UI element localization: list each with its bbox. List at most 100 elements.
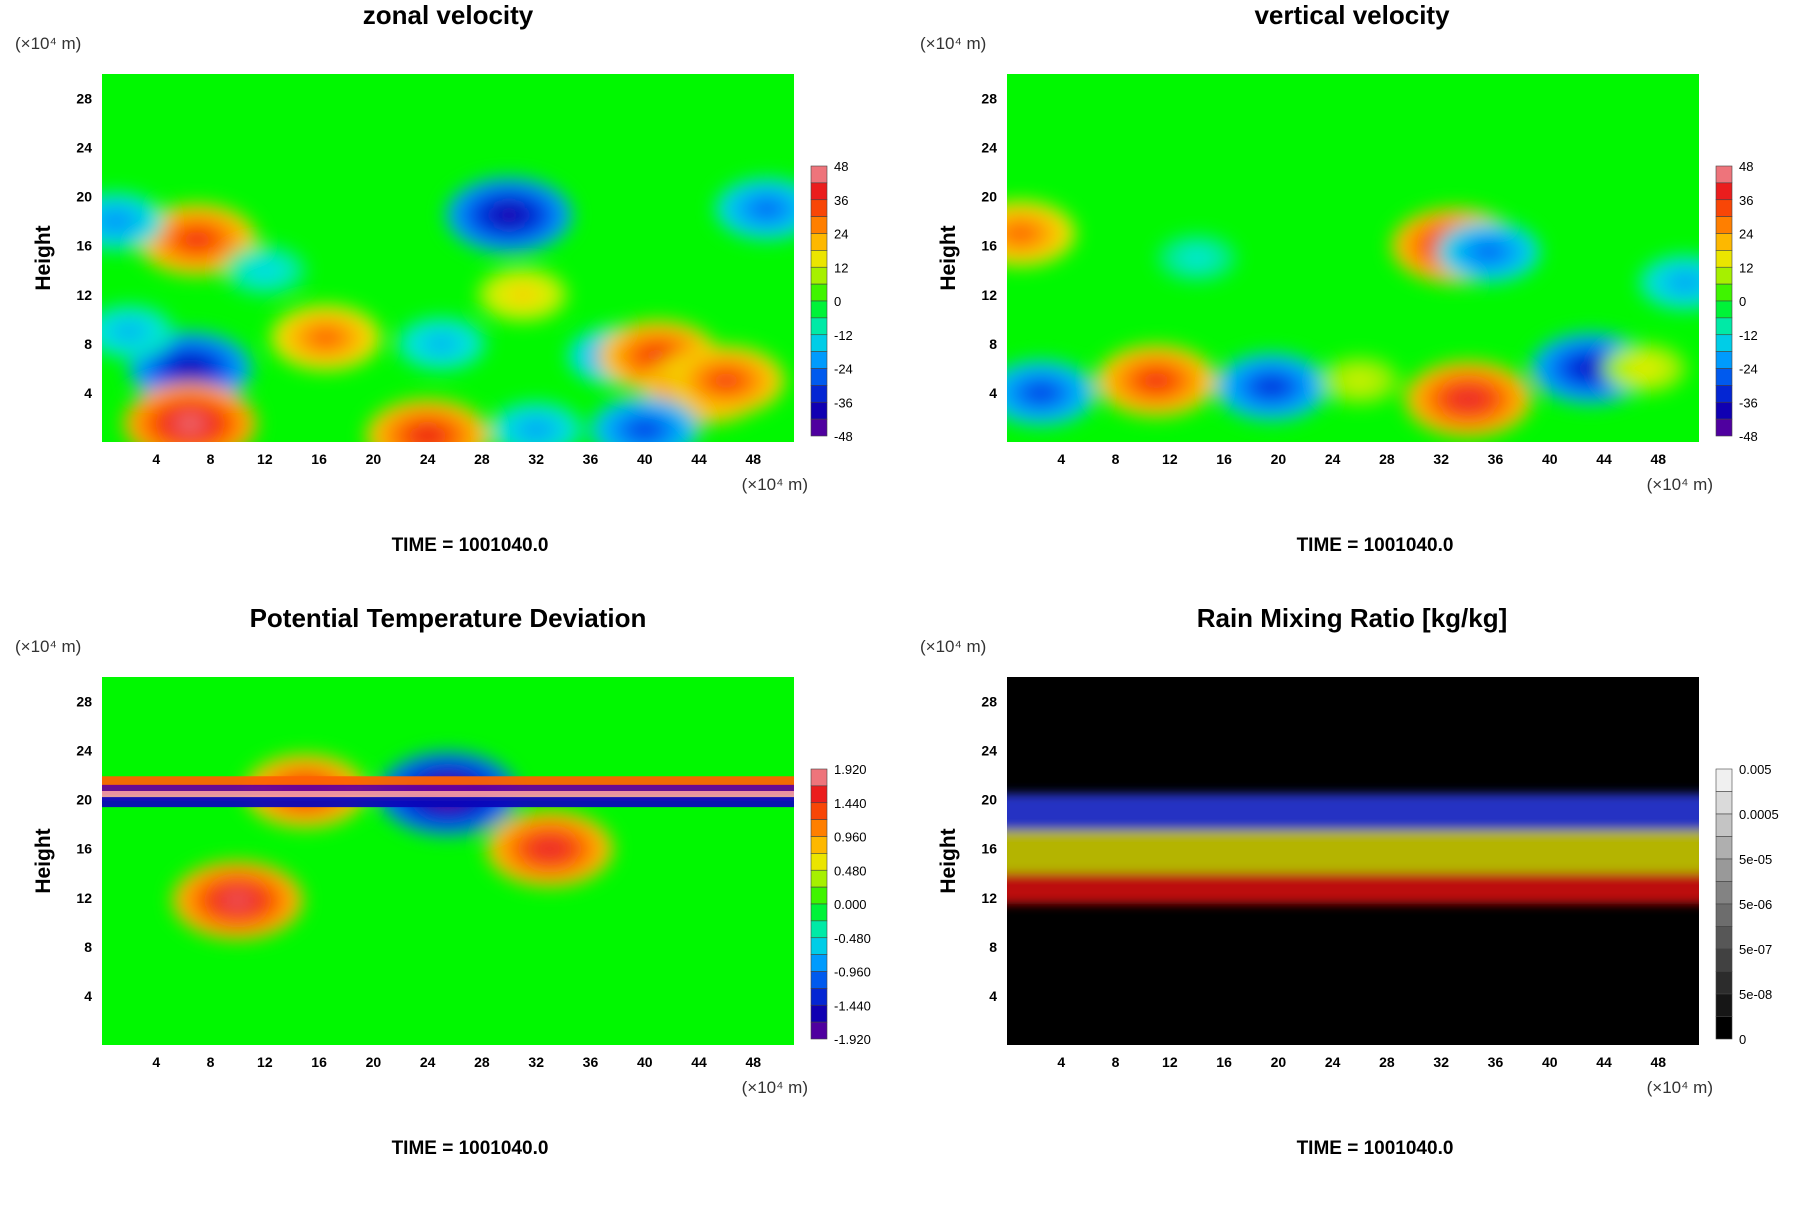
colorbar-swatch — [810, 300, 828, 319]
heatmap-feature — [429, 337, 453, 351]
colorbar-label: 5e-06 — [1739, 897, 1772, 912]
y-tick-label: 12 — [981, 287, 997, 303]
x-tick-label: 48 — [1651, 451, 1667, 467]
x-unit-label: (×10⁴ m) — [1647, 1078, 1713, 1097]
panel-title: Rain Mixing Ratio [kg/kg] — [1197, 603, 1508, 633]
colorbar-swatch — [1715, 199, 1733, 217]
y-tick-label: 16 — [76, 238, 92, 254]
colorbar-swatch — [810, 937, 828, 955]
colorbar-label: 1.920 — [834, 762, 867, 777]
colorbar-label: -24 — [1739, 362, 1758, 377]
colorbar-label: -12 — [1739, 328, 1758, 343]
heatmap-feature — [221, 890, 255, 911]
colorbar-swatch — [1715, 233, 1733, 251]
heatmap-feature — [511, 288, 534, 302]
colorbar-swatch — [810, 165, 828, 184]
colorbar-swatch — [1715, 993, 1733, 1017]
colorbar-swatch — [810, 768, 828, 787]
colorbar-swatch — [810, 334, 828, 352]
colorbar-swatch — [810, 182, 828, 201]
x-tick-label: 16 — [311, 451, 327, 467]
colorbar-swatch — [810, 385, 828, 403]
colorbar-label: 12 — [1739, 260, 1753, 275]
x-tick-label: 48 — [746, 1054, 762, 1070]
y-axis-label: Height — [937, 225, 960, 290]
rain-layer — [1007, 830, 1699, 874]
colorbar-label: -1.920 — [834, 1032, 871, 1047]
colorbar-label: 5e-05 — [1739, 852, 1772, 867]
x-tick-label: 40 — [637, 451, 653, 467]
x-tick-label: 20 — [366, 451, 382, 467]
colorbar-label: 0.005 — [1739, 762, 1772, 777]
heatmap-feature — [1634, 362, 1656, 375]
colorbar-swatch — [1715, 948, 1733, 972]
colorbar-swatch — [810, 317, 828, 336]
heatmap-background — [102, 677, 794, 1045]
y-tick-label: 20 — [76, 792, 92, 808]
heatmap-feature — [117, 324, 141, 339]
colorbar-swatch — [1715, 266, 1733, 285]
x-tick-label: 12 — [257, 451, 273, 467]
x-tick-label: 24 — [1325, 1054, 1341, 1070]
x-tick-label: 40 — [1542, 451, 1558, 467]
colorbar-label: -36 — [834, 395, 853, 410]
colorbar-label: -48 — [834, 429, 853, 444]
x-tick-label: 20 — [366, 1054, 382, 1070]
colorbar-swatch — [810, 819, 828, 837]
colorbar-swatch — [810, 785, 828, 804]
x-tick-label: 28 — [1379, 451, 1395, 467]
colorbar-swatch — [810, 199, 828, 217]
heatmap-plot-area — [1007, 74, 1699, 442]
colorbar-label: 36 — [834, 193, 848, 208]
colorbar-label: -1.440 — [834, 998, 871, 1013]
y-tick-label: 4 — [989, 385, 997, 401]
x-tick-label: 20 — [1271, 1054, 1287, 1070]
x-tick-label: 24 — [420, 1054, 436, 1070]
colorbar-label: 0.480 — [834, 863, 867, 878]
x-tick-label: 40 — [637, 1054, 653, 1070]
y-tick-label: 20 — [76, 189, 92, 205]
x-tick-label: 28 — [474, 1054, 490, 1070]
heatmap-feature — [630, 421, 659, 438]
x-unit-label: (×10⁴ m) — [742, 475, 808, 494]
colorbar-swatch — [1715, 836, 1733, 860]
y-tick-label: 8 — [84, 336, 92, 352]
x-unit-label: (×10⁴ m) — [1647, 475, 1713, 494]
x-tick-label: 8 — [207, 1054, 215, 1070]
x-tick-label: 8 — [1112, 451, 1120, 467]
colorbar-swatch — [1715, 182, 1733, 201]
colorbar-swatch — [1715, 317, 1733, 336]
x-tick-label: 32 — [1433, 1054, 1449, 1070]
heatmap-feature — [103, 213, 128, 229]
x-tick-label: 24 — [420, 451, 436, 467]
panel-title: zonal velocity — [363, 0, 534, 30]
x-tick-label: 12 — [1162, 1054, 1178, 1070]
y-tick-label: 24 — [981, 140, 997, 156]
x-tick-label: 8 — [207, 451, 215, 467]
x-tick-label: 8 — [1112, 1054, 1120, 1070]
x-tick-label: 4 — [1057, 1054, 1065, 1070]
panel-potential-temperature-deviation: Potential Temperature Deviation (×10⁴ m)… — [15, 603, 871, 1159]
colorbar-swatch — [810, 920, 828, 939]
y-tick-label: 12 — [76, 890, 92, 906]
colorbar-label: -0.480 — [834, 931, 871, 946]
y-tick-label: 4 — [989, 988, 997, 1004]
colorbar-label: 48 — [1739, 159, 1753, 174]
heatmap-feature — [1027, 384, 1055, 402]
rain-layer — [1007, 873, 1699, 904]
heatmap-band — [102, 790, 794, 801]
y-tick-label: 16 — [981, 841, 997, 857]
colorbar-swatch — [1715, 971, 1733, 995]
colorbar-label: 0 — [1739, 1032, 1746, 1047]
colorbar-label: 12 — [834, 260, 848, 275]
x-tick-label: 36 — [1488, 451, 1504, 467]
colorbar: 48 36 24 12 0 -12 -24 -36 -48 — [810, 159, 853, 444]
heatmap-feature — [173, 413, 207, 434]
colorbar-swatch — [810, 869, 828, 888]
heatmap-feature — [1349, 374, 1370, 387]
colorbar-label: -0.960 — [834, 965, 871, 980]
x-tick-label: 4 — [1057, 451, 1065, 467]
